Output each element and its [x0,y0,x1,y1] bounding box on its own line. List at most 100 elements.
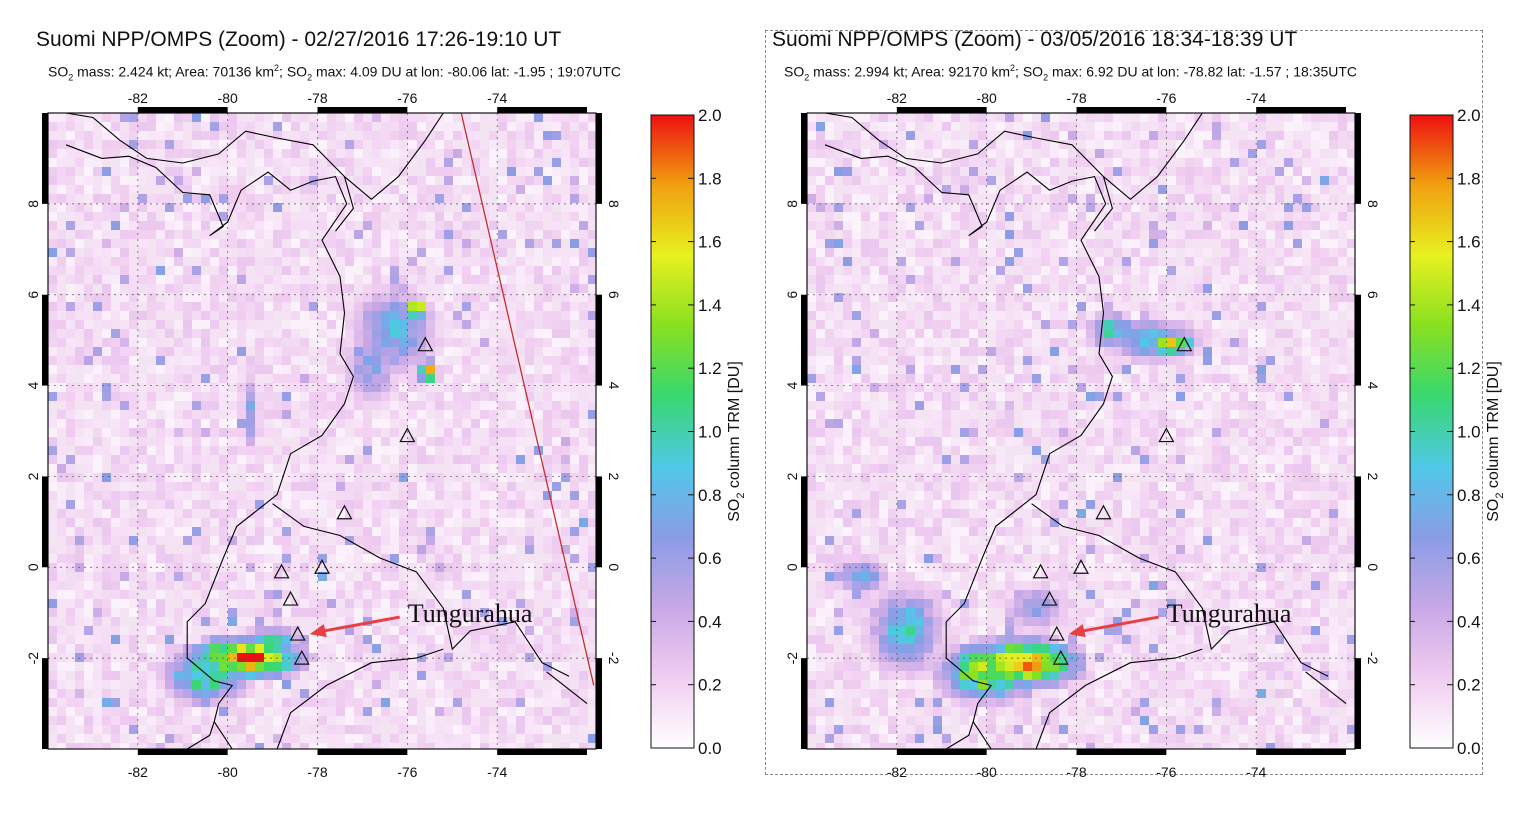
so2-cell [1302,248,1311,257]
so2-cell [390,626,399,635]
so2-cell [219,599,228,608]
so2-cell [138,338,147,347]
so2-cell [210,653,219,662]
so2-cell [327,671,336,680]
so2-cell [498,455,507,464]
so2-cell [255,608,264,617]
so2-cell [273,257,282,266]
so2-cell [498,185,507,194]
so2-cell [1257,122,1266,131]
so2-cell [1320,158,1329,167]
so2-cell [372,599,381,608]
so2-cell [327,428,336,437]
so2-cell [1329,167,1338,176]
so2-cell [120,194,129,203]
so2-cell [129,545,138,554]
so2-cell [570,581,579,590]
so2-cell [399,554,408,563]
so2-cell [291,338,300,347]
so2-cell [408,302,417,311]
so2-cell [870,266,879,275]
so2-cell [1347,293,1355,302]
so2-cell [291,320,300,329]
so2-cell [174,653,183,662]
coastline [65,144,355,749]
so2-cell [852,203,861,212]
so2-cell [318,509,327,518]
so2-cell [924,266,933,275]
so2-cell [561,725,570,734]
so2-cell [363,194,372,203]
so2-cell [246,635,255,644]
so2-cell [498,743,507,749]
so2-cell [408,545,417,554]
so2-cell [147,554,156,563]
so2-cell [489,311,498,320]
so2-cell [372,680,381,689]
so2-cell [960,221,969,230]
so2-cell [363,572,372,581]
so2-cell [543,491,552,500]
so2-cell [987,248,996,257]
so2-cell [156,356,165,365]
so2-cell [165,662,174,671]
so2-cell [327,374,336,383]
so2-cell [57,311,66,320]
so2-cell [210,140,219,149]
so2-cell [507,473,516,482]
so2-cell [978,203,987,212]
so2-cell [120,392,129,401]
so2-cell [363,230,372,239]
so2-cell [507,140,516,149]
so2-cell [1167,275,1176,284]
so2-cell [84,635,93,644]
so2-cell [825,140,834,149]
so2-cell [138,581,147,590]
so2-cell [507,347,516,356]
so2-cell [906,203,915,212]
so2-cell [525,653,534,662]
so2-cell [120,428,129,437]
so2-cell [1077,212,1086,221]
so2-cell [237,743,246,749]
so2-cell [471,212,480,221]
so2-cell [498,662,507,671]
so2-cell [408,320,417,329]
so2-cell [156,554,165,563]
so2-cell [327,149,336,158]
so2-cell [93,428,102,437]
so2-cell [381,680,390,689]
so2-cell [588,374,596,383]
so2-cell [516,167,525,176]
colorbar-tick-label: 2.0 [698,106,722,125]
so2-cell [543,347,552,356]
so2-cell [84,230,93,239]
so2-cell [579,392,588,401]
so2-cell [408,221,417,230]
annotation-arrow [317,615,401,634]
so2-cell [507,635,516,644]
so2-cell [462,194,471,203]
so2-cell [480,257,489,266]
so2-cell [1149,194,1158,203]
so2-cell [498,536,507,545]
so2-cell [1077,194,1086,203]
so2-cell [102,176,111,185]
so2-cell [1257,302,1266,311]
so2-cell [1248,158,1257,167]
so2-cell [588,725,596,734]
so2-cell [1086,131,1095,140]
so2-cell [183,599,192,608]
so2-cell [201,257,210,266]
so2-cell [462,356,471,365]
so2-cell [471,680,480,689]
so2-cell [192,131,201,140]
so2-cell [48,122,57,131]
so2-cell [336,302,345,311]
so2-cell [1059,221,1068,230]
volcano-marker [313,559,331,574]
so2-cell [300,455,309,464]
so2-cell [843,320,852,329]
so2-cell [264,446,273,455]
